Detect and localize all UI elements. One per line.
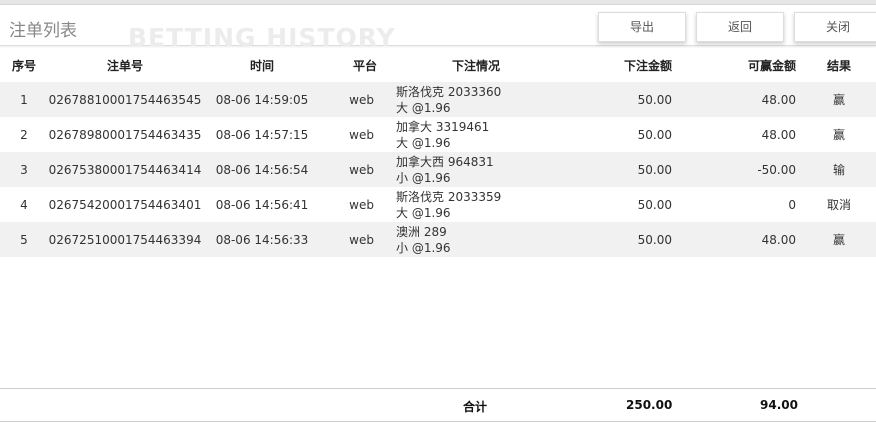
total-win: 94.00	[760, 398, 798, 412]
row-bet-id: 02675380001754463414	[48, 152, 202, 187]
row-stake: 50.00	[637, 197, 672, 212]
col-stake: 下注金额	[623, 58, 672, 73]
bet-pick: 大 @1.96	[396, 205, 451, 220]
table-row: 5 02672510001754463394 08-06 14:56:33 we…	[0, 222, 876, 257]
row-no: 3	[0, 152, 48, 187]
row-result: 赢	[832, 128, 845, 142]
header: 注单列表 BETTING HISTORY 导出 返回 关闭	[0, 6, 876, 52]
table-row: 4 02675420001754463401 08-06 14:56:41 we…	[0, 187, 876, 222]
bet-pick: 大 @1.96	[396, 135, 451, 150]
row-result: 赢	[800, 222, 876, 257]
total-stake: 250.00	[626, 398, 673, 412]
col-id: 注单号	[106, 58, 143, 73]
row-time: 08-06 14:56:41	[215, 197, 309, 212]
table-header: 序号 注单号 时间 平台 下注情况 下注金额 可赢金额 结果	[0, 48, 876, 82]
close-button[interactable]: 关闭	[794, 12, 876, 42]
row-bet-info: 斯洛伐克 2033359 大 @1.96	[396, 187, 556, 222]
col-platform: 平台	[352, 58, 377, 73]
page-title: 注单列表	[9, 21, 77, 41]
table-row: 3 02675380001754463414 08-06 14:56:54 we…	[0, 152, 876, 187]
bet-pick: 小 @1.96	[396, 170, 451, 185]
col-time: 时间	[249, 58, 274, 73]
row-win: 48.00	[676, 82, 800, 117]
back-button[interactable]: 返回	[696, 12, 784, 42]
row-stake: 50.00	[556, 222, 676, 257]
row-stake: 50.00	[556, 82, 676, 117]
row-platform: web	[349, 197, 374, 212]
export-button[interactable]: 导出	[598, 12, 686, 42]
col-no: 序号	[11, 58, 36, 73]
row-bet-info: 加拿大西 964831 小 @1.96	[396, 152, 556, 187]
row-bet-id: 02672510001754463394	[48, 222, 202, 257]
row-platform: web	[322, 82, 396, 117]
row-no: 4	[20, 197, 28, 212]
row-bet-info: 斯洛伐克 2033360 大 @1.96	[396, 82, 556, 117]
col-result: 结果	[826, 58, 851, 73]
row-time: 08-06 14:56:54	[202, 152, 322, 187]
bet-table: 序号 注单号 时间 平台 下注情况 下注金额 可赢金额 结果 1 0267881…	[0, 48, 876, 257]
row-time: 08-06 14:56:33	[202, 222, 322, 257]
bet-event: 加拿大 3319461	[396, 119, 490, 134]
row-platform: web	[322, 152, 396, 187]
row-time: 08-06 14:59:05	[202, 82, 322, 117]
row-bet-info: 加拿大 3319461 大 @1.96	[396, 117, 556, 152]
col-bet-info: 下注情况	[451, 58, 500, 73]
row-result: 输	[800, 152, 876, 187]
row-platform: web	[322, 222, 396, 257]
row-no: 2	[20, 127, 28, 142]
row-result: 赢	[800, 82, 876, 117]
bet-pick: 小 @1.96	[396, 240, 451, 255]
row-result: 取消	[826, 198, 851, 212]
row-bet-id: 02675420001754463401	[48, 197, 202, 212]
table-footer: 合计 250.00 94.00	[0, 388, 876, 422]
row-win: 48.00	[676, 222, 800, 257]
row-stake: 50.00	[556, 152, 676, 187]
table-row: 2 02678980001754463435 08-06 14:57:15 we…	[0, 117, 876, 152]
row-no: 5	[0, 222, 48, 257]
row-bet-id: 02678810001754463545	[48, 82, 202, 117]
row-time: 08-06 14:57:15	[215, 127, 309, 142]
watermark-text: BETTING HISTORY	[128, 23, 396, 52]
col-win: 可赢金额	[747, 58, 796, 73]
row-win: 0	[788, 197, 796, 212]
total-label: 合计	[463, 400, 488, 414]
bet-event: 澳洲 289	[396, 224, 447, 239]
table-row: 1 02678810001754463545 08-06 14:59:05 we…	[0, 82, 876, 117]
bet-event: 加拿大西 964831	[396, 154, 494, 169]
row-stake: 50.00	[637, 127, 672, 142]
bet-event: 斯洛伐克 2033359	[396, 189, 502, 204]
row-platform: web	[349, 127, 374, 142]
row-win: -50.00	[676, 152, 800, 187]
row-bet-id: 02678980001754463435	[48, 127, 202, 142]
bet-pick: 大 @1.96	[396, 100, 451, 115]
row-bet-info: 澳洲 289 小 @1.96	[396, 222, 556, 257]
row-win: 48.00	[761, 127, 796, 142]
row-no: 1	[0, 82, 48, 117]
top-bar	[0, 0, 876, 5]
bet-event: 斯洛伐克 2033360	[396, 84, 502, 99]
